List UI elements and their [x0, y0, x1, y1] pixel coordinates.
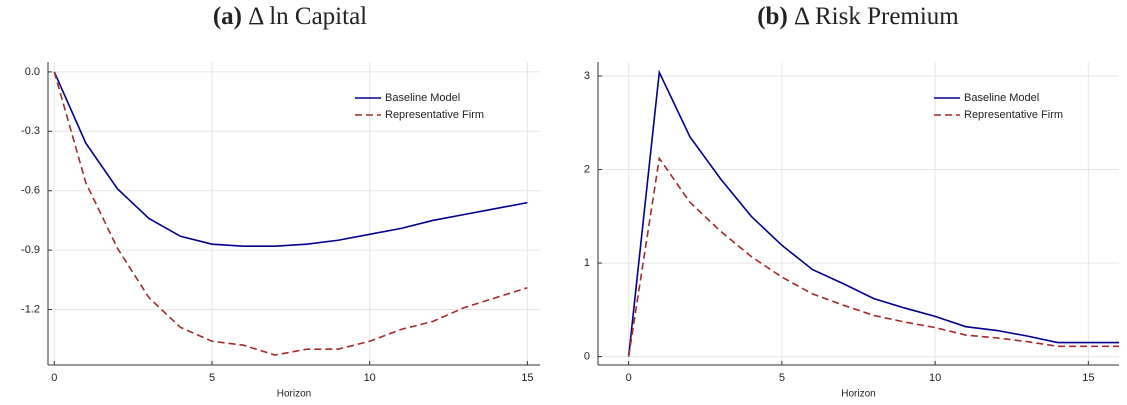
- y-tick-label: 1: [584, 257, 590, 269]
- y-tick-label: 3: [584, 70, 590, 82]
- legend-label: Representative Firm: [385, 109, 484, 121]
- legend-label: Baseline Model: [964, 92, 1039, 104]
- data-line: [627, 69, 1119, 357]
- y-tick-label: -1.2: [21, 303, 40, 315]
- title-text: Δ Risk Premium: [794, 3, 959, 30]
- legend-label: Representative Firm: [964, 109, 1063, 121]
- y-tick-label: -0.6: [21, 185, 40, 197]
- x-tick-label: 15: [1082, 372, 1094, 384]
- x-tick-label: 0: [51, 372, 57, 384]
- x-tick-label: 5: [779, 372, 785, 384]
- y-tick-label: -0.9: [21, 244, 40, 256]
- y-tick-label: 0.0: [25, 66, 40, 78]
- panel-label: (b): [757, 3, 788, 30]
- panel-label: (a): [213, 3, 242, 30]
- x-tick-label: 5: [209, 372, 215, 384]
- chart-title: (b) Δ Risk Premium: [757, 3, 959, 30]
- y-tick-label: 0: [584, 350, 590, 362]
- x-axis-label: Horizon: [841, 389, 875, 400]
- x-axis-label: Horizon: [277, 389, 311, 400]
- legend-label: Baseline Model: [385, 92, 460, 104]
- data-line: [53, 71, 528, 247]
- y-tick-label: -0.3: [21, 125, 40, 137]
- x-tick-label: 15: [521, 372, 533, 384]
- x-tick-label: 10: [929, 372, 941, 384]
- x-tick-label: 10: [364, 372, 376, 384]
- chart-title: (a) Δ ln Capital: [213, 3, 367, 30]
- title-text: Δ ln Capital: [248, 3, 367, 30]
- x-tick-label: 0: [626, 372, 632, 384]
- y-tick-label: 2: [584, 163, 590, 175]
- data-line: [627, 156, 1119, 357]
